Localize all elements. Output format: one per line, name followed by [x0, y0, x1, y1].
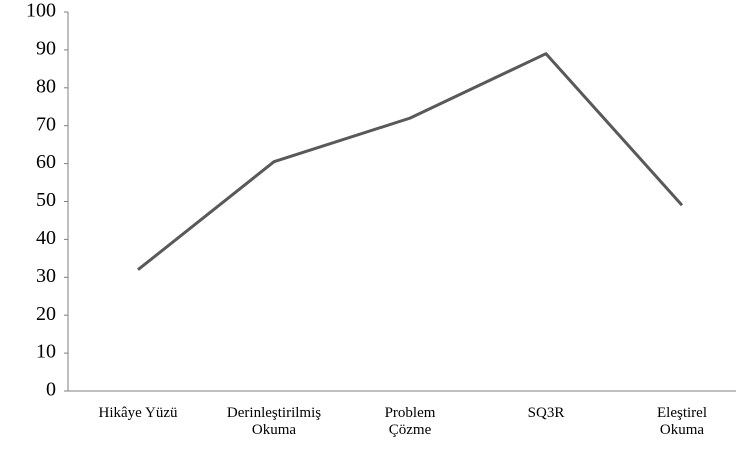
x-tick-label: Hikâye Yüzü — [98, 405, 178, 421]
line-series — [137, 52, 684, 271]
x-tick-label: Problem Çözme — [384, 405, 436, 438]
x-tick-label: SQ3R — [527, 405, 565, 421]
y-tick-label: 30 — [36, 265, 56, 287]
y-tick-label: 100 — [26, 0, 56, 22]
y-tick-label: 0 — [46, 379, 56, 401]
y-tick-label: 40 — [36, 227, 56, 249]
x-tick-label: Derinleştirilmiş Okuma — [226, 405, 322, 438]
y-tick-label: 10 — [36, 341, 56, 363]
y-tick-label: 80 — [36, 75, 56, 97]
y-tick-label: 90 — [36, 37, 56, 59]
y-tick-label: 70 — [36, 113, 56, 135]
y-tick-label: 60 — [36, 151, 56, 173]
y-tick-label: 50 — [36, 189, 56, 211]
x-tick-label: Eleştirel Okuma — [657, 405, 707, 438]
y-tick-label: 20 — [36, 303, 56, 325]
